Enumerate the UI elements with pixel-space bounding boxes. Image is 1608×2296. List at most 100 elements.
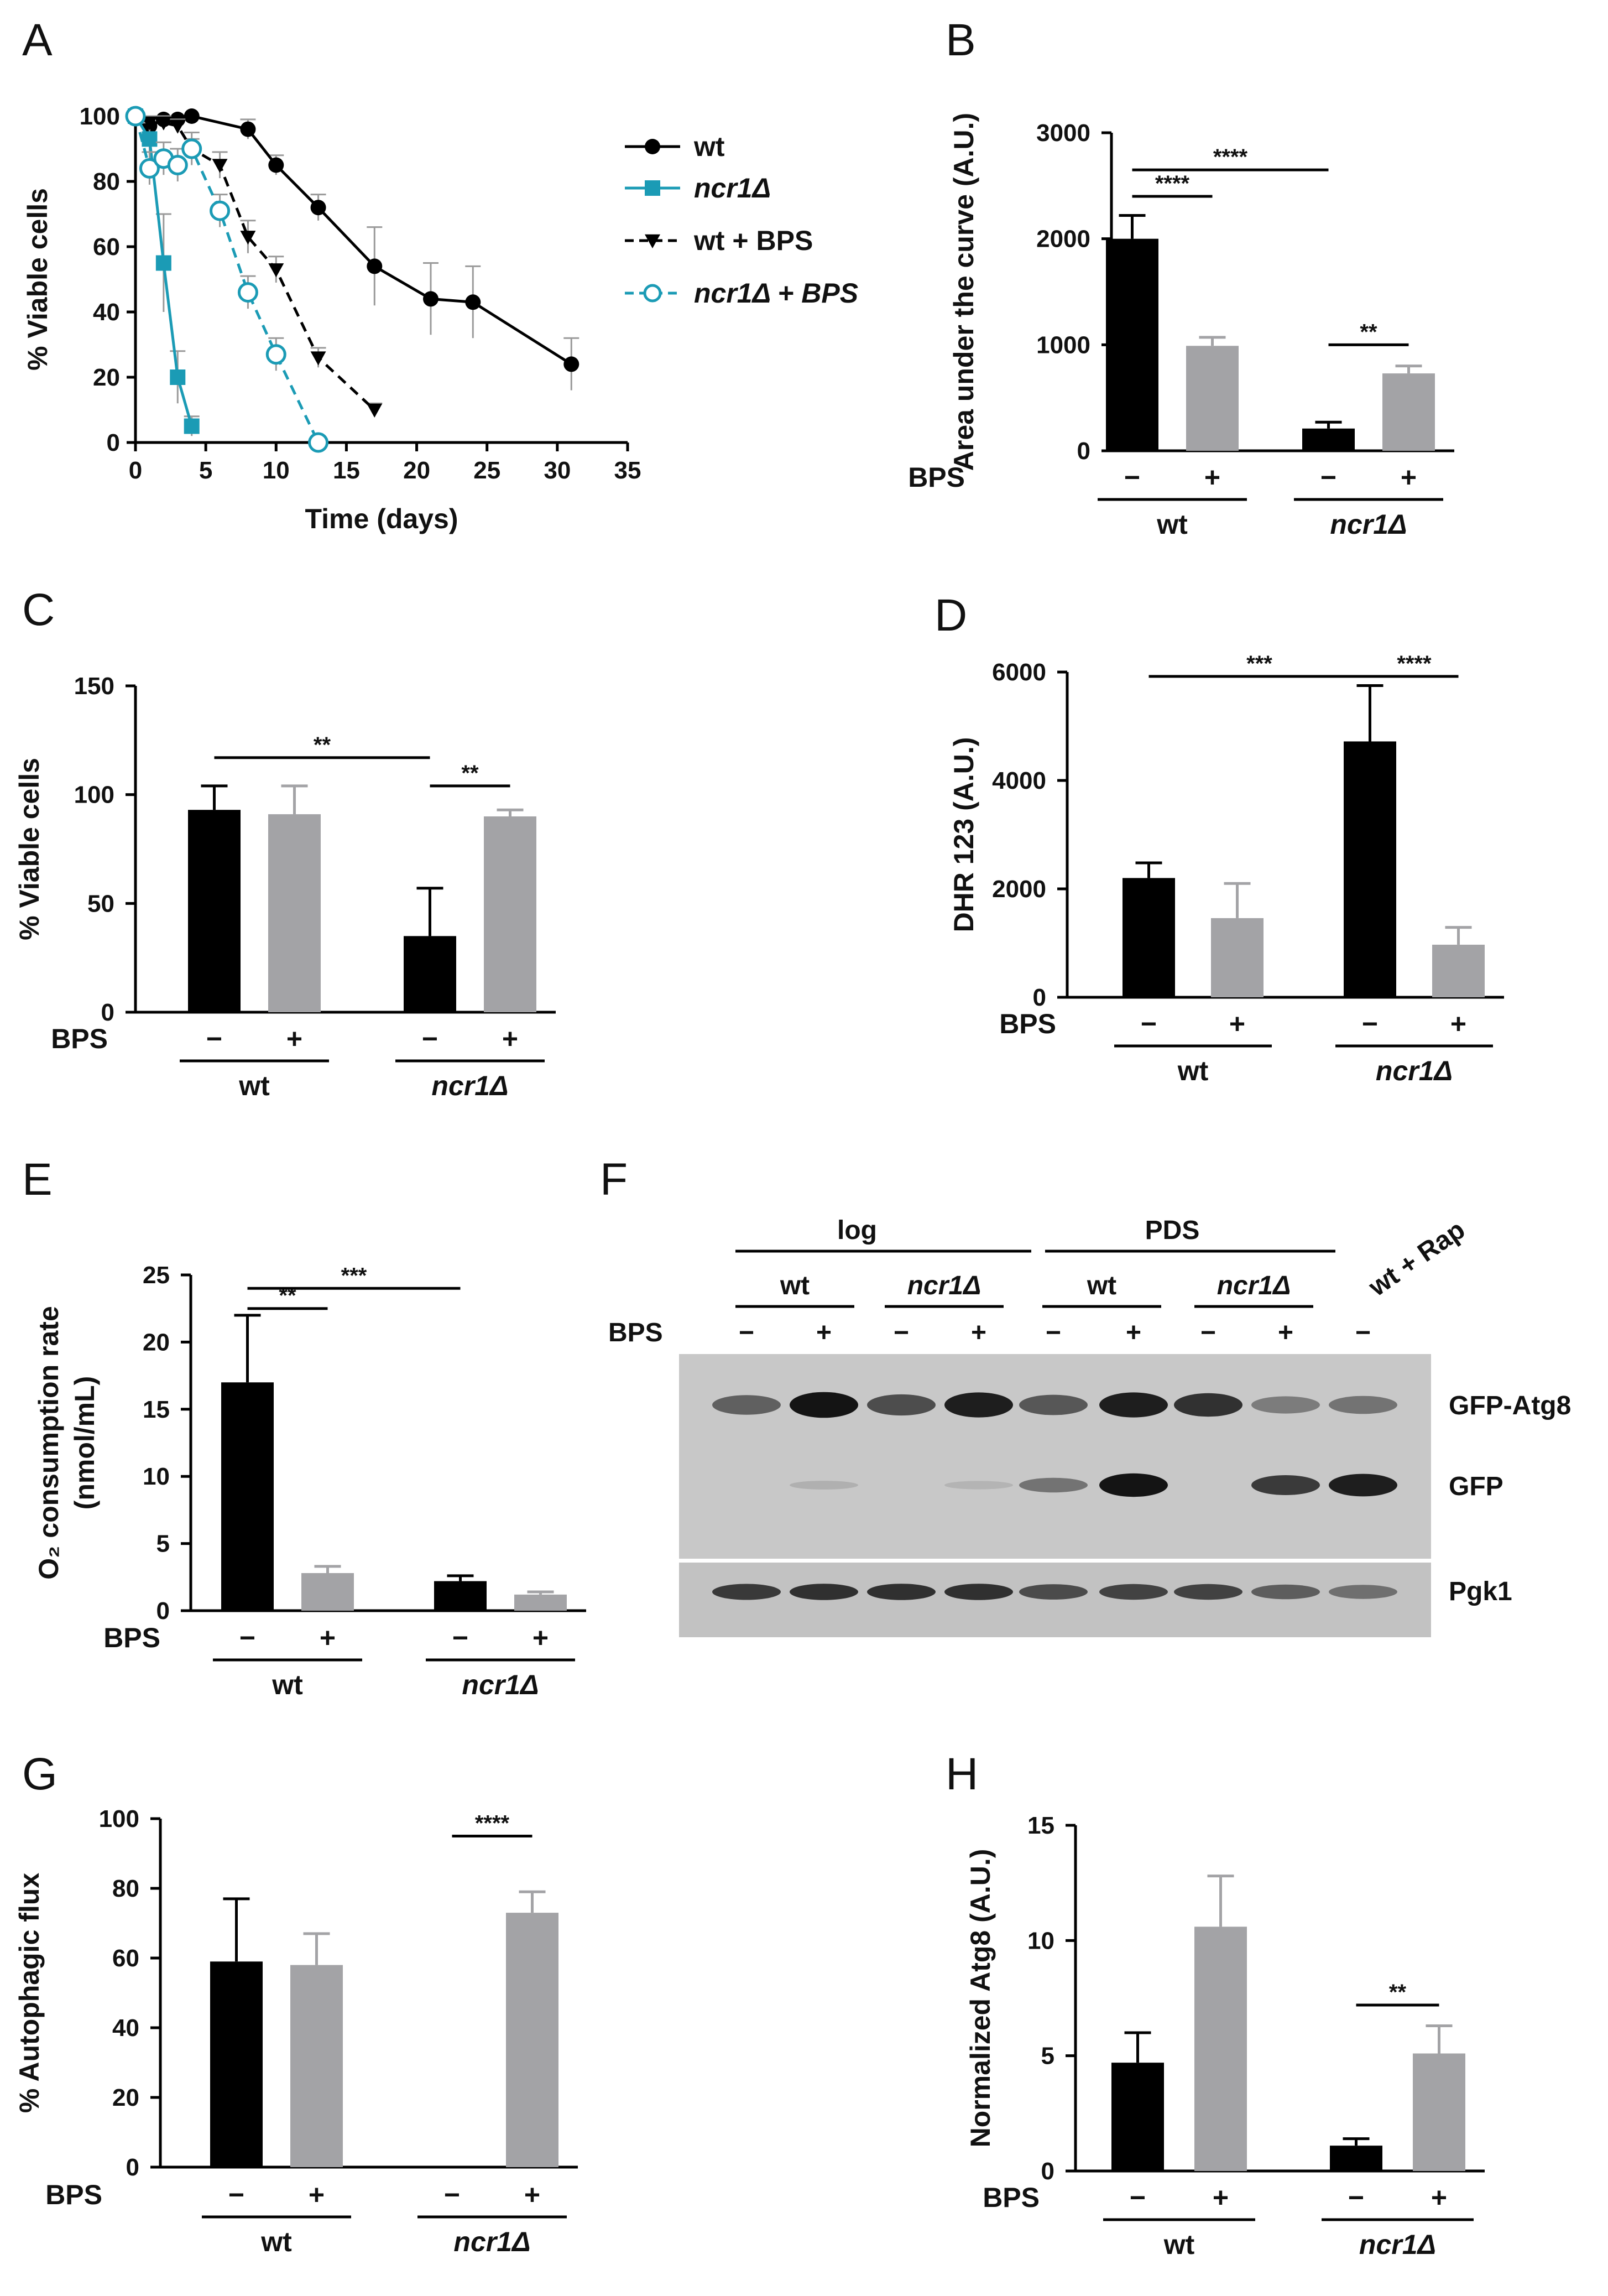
lane-bps-sign: −: [1200, 1318, 1216, 1347]
group-label: wt: [1156, 509, 1188, 540]
y-tick-label: 15: [1027, 1812, 1054, 1839]
bps-sign: +: [1204, 462, 1220, 493]
y-tick-label: 100: [99, 1805, 139, 1832]
bar: [506, 1913, 558, 2167]
data-point: [643, 284, 662, 303]
y-tick-label: 6000: [992, 659, 1046, 686]
data-point: [423, 291, 438, 307]
lane-bps-sign: −: [1046, 1318, 1061, 1347]
panel-letter: B: [946, 15, 976, 65]
y-tick-label: 0: [1077, 438, 1090, 465]
bps-sign: +: [1213, 2182, 1229, 2213]
lane-bps-sign: −: [894, 1318, 909, 1347]
band-pgk1: [1329, 1585, 1397, 1599]
band-gfp: [1251, 1475, 1320, 1495]
data-point: [125, 106, 146, 127]
significance-label: ***: [341, 1263, 367, 1288]
group-label: wt: [1177, 1055, 1209, 1086]
bps-row-label: BPS: [45, 2179, 102, 2210]
band-gfp: [944, 1481, 1013, 1490]
legend-entry: ncr1Δ: [694, 173, 771, 204]
significance-label: **: [461, 761, 479, 785]
y-tick-label: 60: [93, 233, 120, 261]
bar: [301, 1573, 354, 1611]
y-tick-label: 10: [1027, 1927, 1054, 1954]
legend-entry: ncr1Δ + BPS: [694, 278, 858, 309]
panel-c: C 0 50 100 150 % Viable cells − + − + BPS wt ncr1Δ **…: [14, 585, 556, 1101]
y-tick-label: 100: [80, 103, 120, 130]
bps-row-label: BPS: [51, 1023, 108, 1054]
panel-a: A 0 20 40 60 80 100 0 5 10 15 20 25 30 35 % Viable cell…: [22, 15, 858, 534]
y-tick-label: 15: [143, 1396, 170, 1423]
group-label: wt: [260, 2226, 292, 2257]
band-pgk1: [1251, 1584, 1320, 1600]
group-label: ncr1Δ: [1376, 1055, 1453, 1086]
bps-sign: +: [532, 1622, 549, 1653]
panel-letter: H: [946, 1749, 978, 1799]
data-point: [170, 369, 186, 385]
group-label: wt: [238, 1070, 270, 1101]
bps-row-label: BPS: [999, 1008, 1056, 1039]
data-point: [210, 200, 231, 221]
panel-letter: F: [600, 1154, 628, 1205]
bps-row-label: BPS: [983, 2182, 1040, 2213]
bps-sign: −: [1348, 2182, 1364, 2213]
band-pgk1: [1019, 1584, 1088, 1600]
panel-e: E 0 5 10 15 20 25 O₂ consumption rate (nmol/mL) −…: [22, 1154, 586, 1700]
x-tick-label: 0: [129, 457, 142, 484]
y-tick-label: 20: [143, 1329, 170, 1356]
significance-label: **: [1389, 1980, 1407, 2005]
bps-sign: −: [452, 1622, 468, 1653]
y-axis-title: % Autophagic flux: [14, 1873, 45, 2113]
bar: [268, 814, 321, 1012]
significance-label: ***: [1246, 652, 1272, 676]
panel-letter: D: [934, 590, 967, 641]
data-point: [308, 432, 329, 453]
legend-entry: wt + BPS: [693, 225, 813, 256]
bar: [1123, 878, 1175, 997]
panel-letter: E: [22, 1154, 53, 1205]
band-gfp-atg8: [1329, 1396, 1397, 1414]
data-point: [645, 139, 660, 154]
bps-sign: +: [1401, 462, 1417, 493]
data-point: [212, 159, 228, 173]
significance-label: **: [314, 733, 331, 757]
data-point: [563, 356, 579, 372]
x-tick-label: 25: [473, 457, 500, 484]
bps-sign: −: [1362, 1008, 1378, 1039]
band-gfp-atg8: [1019, 1394, 1088, 1415]
y-axis-title: Area under the curve (A.U.): [948, 113, 979, 471]
y-tick-label: 25: [143, 1262, 170, 1289]
x-tick-label: 20: [403, 457, 430, 484]
band-pgk1: [1099, 1584, 1168, 1600]
bps-sign: +: [1229, 1008, 1245, 1039]
bar: [1186, 346, 1239, 451]
bar: [1432, 944, 1485, 997]
bar: [290, 1965, 343, 2167]
strain-label: ncr1Δ: [1217, 1271, 1291, 1300]
y-axis-title: % Viable cells: [22, 188, 53, 371]
group-label: ncr1Δ: [462, 1669, 539, 1700]
panel-letter: C: [22, 585, 55, 635]
bar: [514, 1594, 567, 1611]
group-header-pds: PDS: [1145, 1216, 1200, 1245]
bps-sign: +: [502, 1023, 518, 1054]
band-gfp: [1019, 1477, 1088, 1493]
y-tick-label: 80: [93, 168, 120, 195]
series-3: [125, 106, 329, 453]
data-point: [310, 351, 326, 366]
y-axis-title: % Viable cells: [14, 758, 45, 940]
bps-sign: +: [320, 1622, 336, 1653]
data-point: [465, 294, 481, 310]
lane-bps-sign: −: [739, 1318, 754, 1347]
y-tick-label: 100: [74, 782, 114, 809]
bps-sign: −: [1124, 462, 1140, 493]
data-point: [181, 138, 202, 159]
y-tick-label: 60: [112, 1945, 139, 1972]
panel-letter: G: [22, 1749, 58, 1799]
group-label: wt: [272, 1669, 303, 1700]
bps-row-label: BPS: [908, 462, 965, 493]
y-tick-label: 40: [93, 299, 120, 326]
data-point: [170, 119, 186, 134]
